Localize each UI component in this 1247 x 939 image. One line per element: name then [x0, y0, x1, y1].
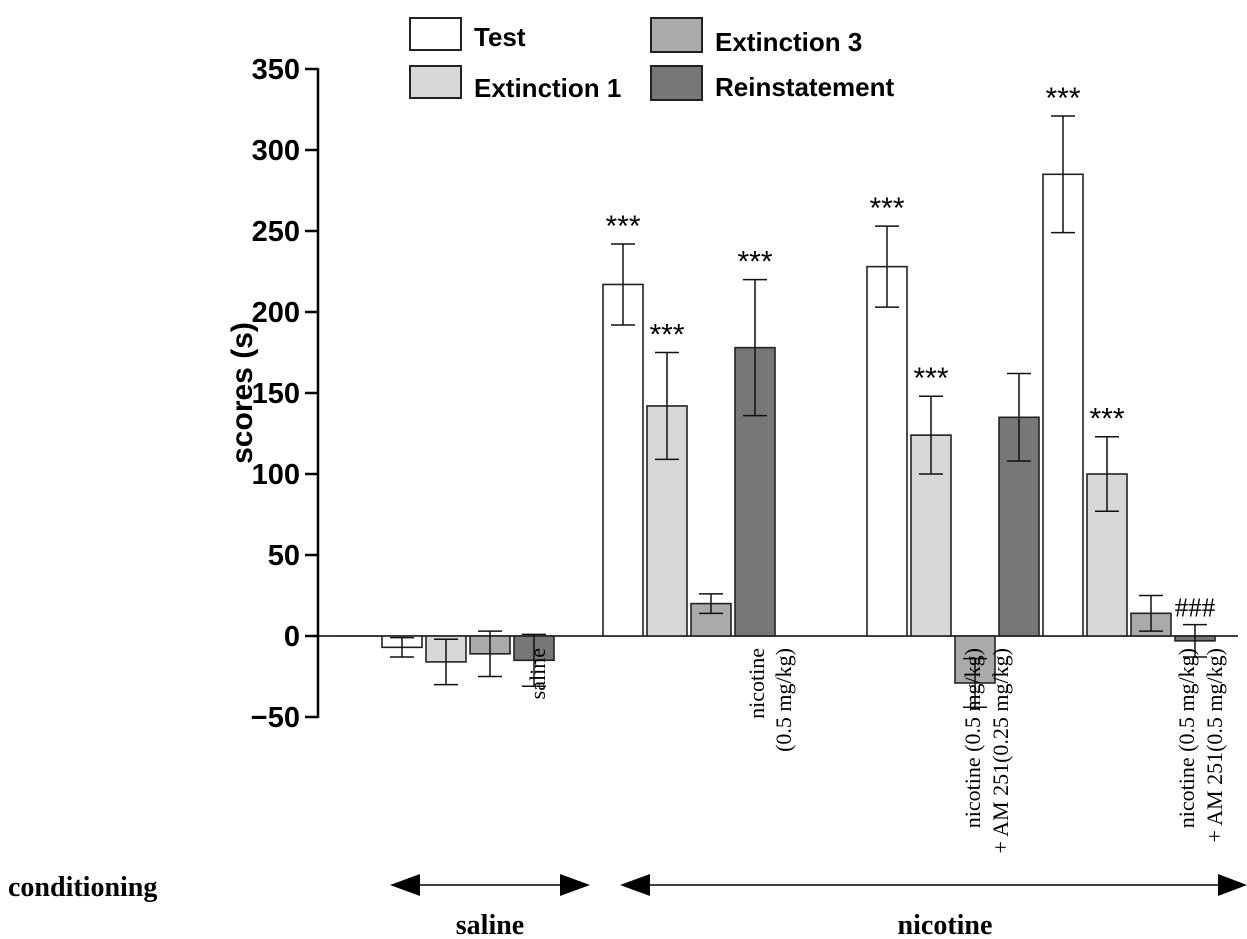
- legend-label-extinction-1: Extinction 1: [474, 73, 621, 103]
- group-label: + AM 251(0.5 mg/kg): [1202, 648, 1227, 843]
- bar-test: [602, 283, 644, 637]
- group-label: nicotine (0.5 mg/kg): [1174, 648, 1199, 828]
- arrow-right-icon: [1218, 874, 1247, 896]
- y-tick-label: 100: [252, 459, 300, 491]
- saline-range-arrow: [390, 874, 590, 896]
- group-label: nicotine: [744, 648, 769, 719]
- y-tick-label: 0: [284, 621, 300, 653]
- legend-swatch-reinstatement: [650, 65, 703, 101]
- significance-hash-marker: ###: [1175, 593, 1216, 623]
- y-axis-label: scores (s): [226, 322, 259, 464]
- y-tick-label: 350: [252, 54, 300, 86]
- group-label: (0.5 mg/kg): [771, 648, 796, 752]
- conditioning-label: conditioning: [8, 872, 157, 903]
- y-ticks: −50 0 50 100 150 200 250 300 350: [251, 54, 318, 734]
- group-label: + AM 251(0.25 mg/kg): [988, 648, 1013, 854]
- y-tick-label: 50: [268, 540, 300, 572]
- significance-star-marker: ***: [1045, 82, 1080, 115]
- group-labels: saline nicotine (0.5 mg/kg) nicotine (0.5 m…: [525, 648, 1227, 854]
- legend-label-extinction-3: Extinction 3: [715, 27, 862, 57]
- y-tick-label: −50: [251, 702, 300, 734]
- y-tick-label: 200: [252, 297, 300, 329]
- significance-star-marker: ***: [869, 192, 904, 225]
- arrow-left-icon: [390, 874, 420, 896]
- group-label: saline: [525, 648, 550, 699]
- y-tick-label: 150: [252, 378, 300, 410]
- arrow-right-icon: [560, 874, 590, 896]
- legend-swatch-extinction-1: [409, 65, 462, 99]
- y-tick-label: 300: [252, 135, 300, 167]
- significance-star-marker: ***: [913, 362, 948, 395]
- group-label: nicotine (0.5 mg/kg): [960, 648, 985, 828]
- significance-star-marker: ***: [1089, 403, 1124, 436]
- significance-star-marker: ***: [737, 246, 772, 279]
- legend-swatch-test: [409, 17, 462, 51]
- bars: *** *** *** *** *** *** *** ###: [338, 82, 1216, 709]
- significance-star-marker: ***: [649, 319, 684, 352]
- legend: Test Extinction 1 Extinction 3 Reinstate…: [409, 17, 894, 103]
- bar-test: [1042, 173, 1084, 637]
- nicotine-range-arrow: [620, 874, 1247, 896]
- bar-test: [866, 265, 908, 637]
- arrow-left-icon: [620, 874, 650, 896]
- legend-swatch-extinction-3: [650, 17, 703, 53]
- significance-star-marker: ***: [605, 210, 640, 243]
- nicotine-range-label: nicotine: [898, 910, 993, 939]
- y-axis: −50 0 50 100 150 200 250 300 350 scores (s): [226, 54, 320, 734]
- y-tick-label: 250: [252, 216, 300, 248]
- legend-label-test: Test: [474, 22, 526, 52]
- conditioning-row: conditioning saline nicotine: [8, 872, 1247, 939]
- legend-label-reinstatement: Reinstatement: [715, 72, 894, 102]
- saline-range-label: saline: [456, 910, 524, 939]
